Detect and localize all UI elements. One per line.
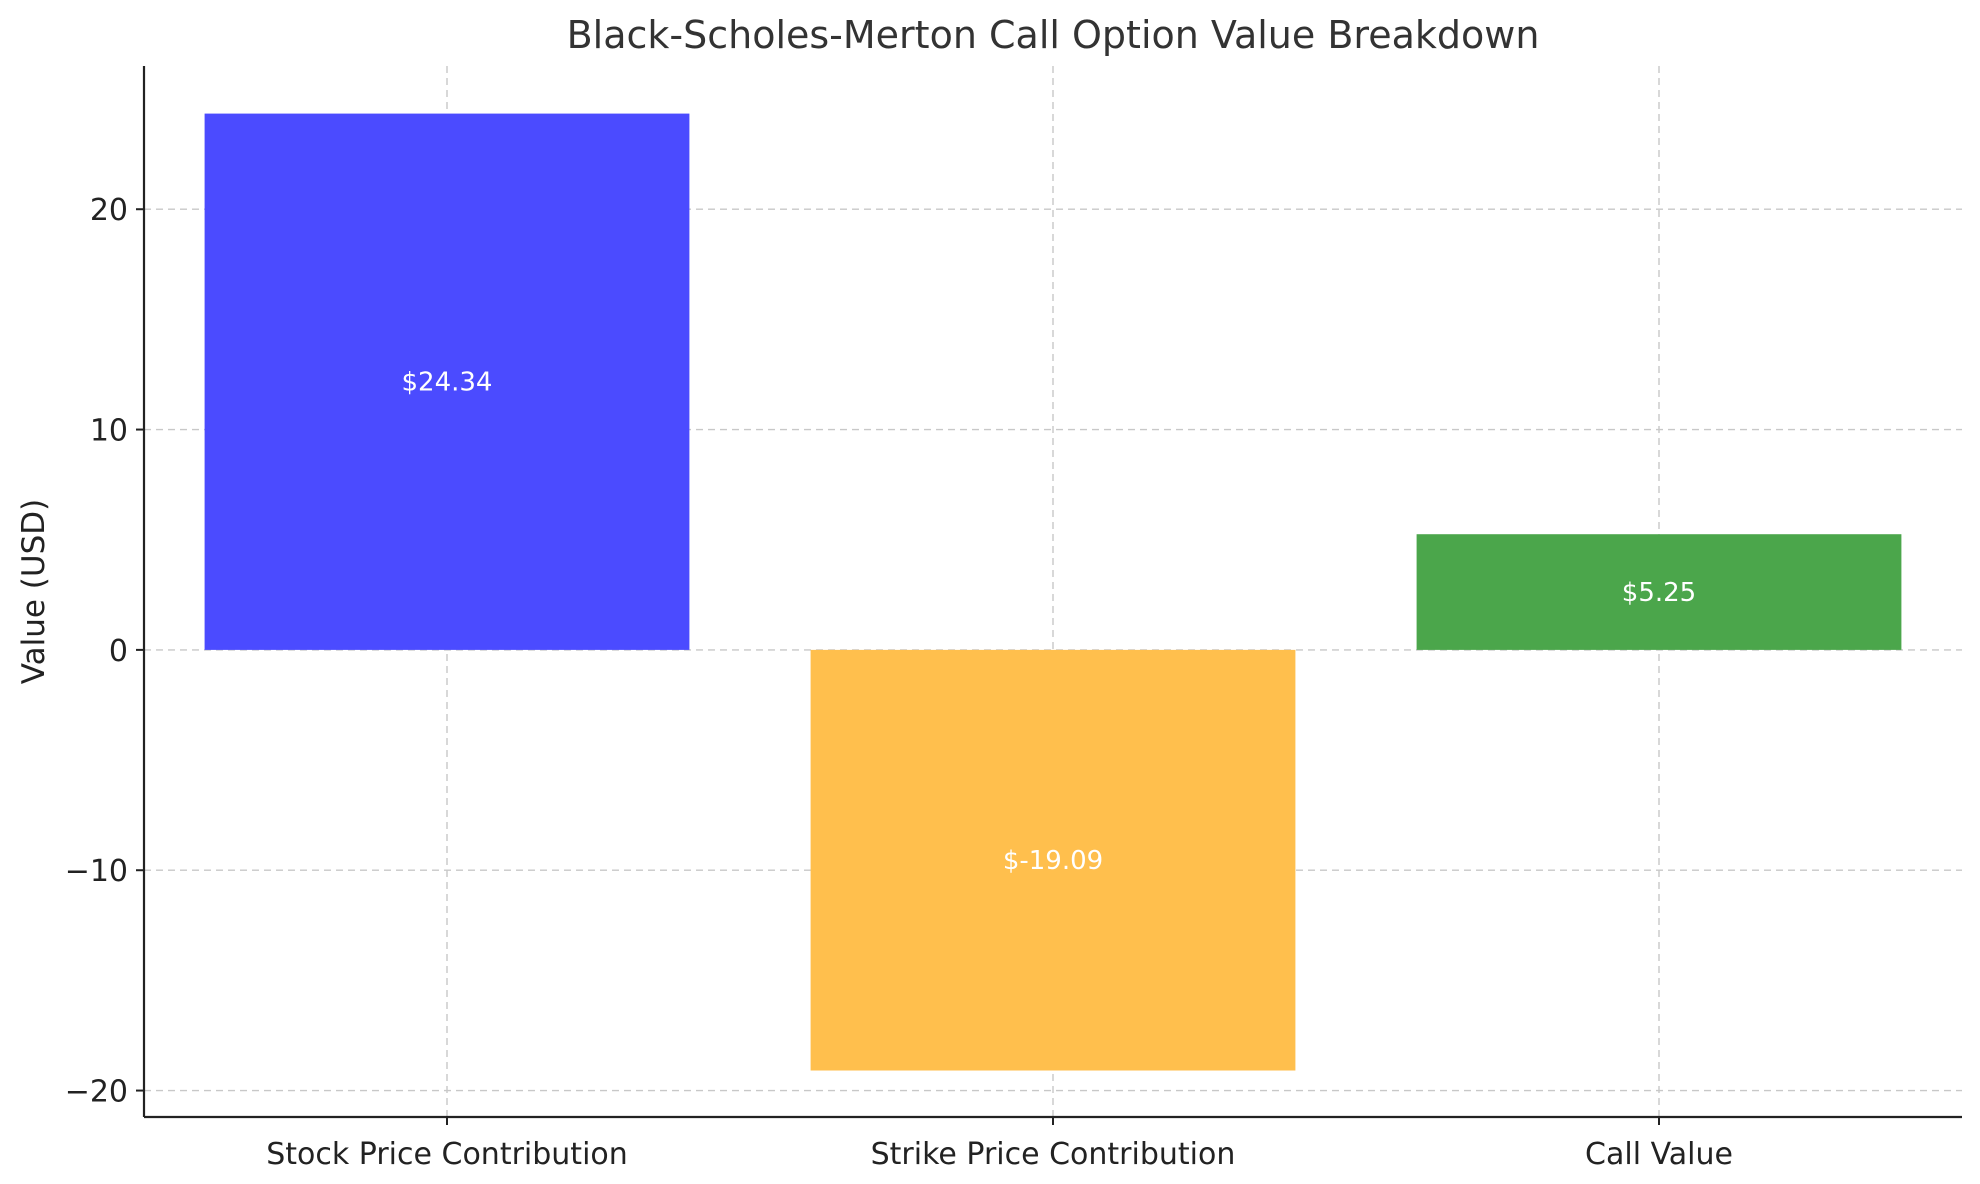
chart-title: Black-Scholes-Merton Call Option Value B… (567, 13, 1540, 57)
bar (1416, 534, 1902, 650)
y-axis-ticks: −20 −10 0 10 20 (65, 193, 144, 1110)
x-tick-label: Call Value (1585, 1137, 1733, 1172)
bar-value-label: $-19.09 (1003, 846, 1103, 876)
y-axis-label: Value (USD) (16, 499, 52, 684)
bar (810, 649, 1296, 1071)
y-tick-label: −20 (65, 1075, 128, 1110)
y-tick-label: 0 (109, 634, 128, 669)
x-axis-ticks: Stock Price Contribution Strike Price Con… (266, 1117, 1733, 1172)
x-tick-label: Strike Price Contribution (871, 1137, 1236, 1172)
y-tick-label: 20 (90, 193, 128, 228)
y-tick-label: 10 (90, 414, 128, 449)
bars (204, 113, 1902, 1071)
bar (204, 113, 690, 650)
bar-value-label: $5.25 (1622, 578, 1696, 608)
data-labels: $24.34 $-19.09 $5.25 (402, 368, 1697, 876)
x-tick-label: Stock Price Contribution (266, 1137, 628, 1172)
y-tick-label: −10 (65, 854, 128, 889)
bar-value-label: $24.34 (402, 368, 493, 398)
